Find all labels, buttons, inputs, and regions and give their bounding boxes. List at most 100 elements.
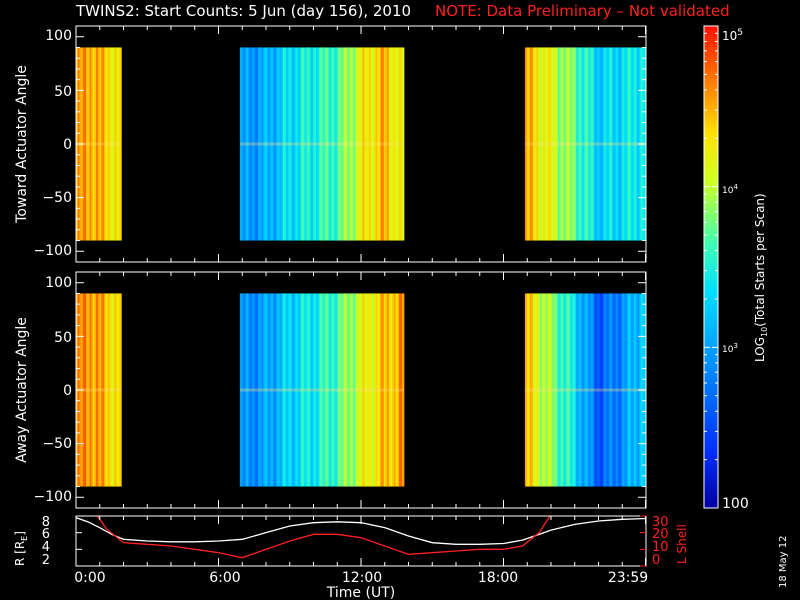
heatmap-column: [244, 47, 248, 241]
heatmap-column: [635, 47, 638, 241]
heatmap-column: [357, 47, 360, 241]
heatmap-column: [248, 47, 251, 241]
heatmap-column: [296, 47, 299, 241]
heatmap-center-band: [524, 388, 646, 392]
xlabel: Time (UT): [326, 585, 395, 600]
heatmap-column: [633, 47, 637, 241]
toward-axis-ticks: [75, 26, 647, 262]
heatmap-column: [256, 293, 259, 487]
heatmap-column: [282, 293, 286, 487]
heatmap-column: [562, 47, 566, 241]
heatmap-column: [251, 47, 254, 241]
heatmap-column: [309, 293, 312, 487]
heatmap-column: [544, 47, 547, 241]
heatmap-column: [632, 47, 635, 241]
heatmap-column: [582, 47, 585, 241]
heatmap-column: [624, 293, 627, 487]
heatmap-column: [400, 47, 403, 241]
heatmap-column: [382, 47, 385, 241]
heatmap-column: [87, 47, 90, 241]
heatmap-column: [258, 293, 261, 487]
heatmap-column: [592, 47, 595, 241]
heatmap-column: [354, 47, 357, 241]
heatmap-column: [251, 293, 254, 487]
orbit-axis-ticks: [75, 515, 647, 567]
heatmap-column: [330, 47, 334, 241]
heatmap-column: [107, 47, 111, 241]
heatmap-column: [335, 47, 339, 241]
heatmap-column: [589, 47, 592, 241]
heatmap-column: [543, 47, 546, 241]
heatmap-column: [297, 293, 301, 487]
toward-ytick-m50: −50: [42, 190, 72, 206]
heatmap-column: [368, 293, 372, 487]
orbit-ylabel-left-sub: E: [20, 536, 29, 541]
heatmap-column: [117, 47, 121, 241]
heatmap-column: [551, 293, 554, 487]
heatmap-column: [524, 47, 528, 241]
heatmap-column: [607, 293, 610, 487]
heatmap-column: [263, 293, 266, 487]
heatmap-column: [274, 47, 277, 241]
heatmap-column: [287, 293, 291, 487]
orbit-ytick-r0: 0: [652, 553, 660, 568]
heatmap-column: [271, 293, 274, 487]
heatmap-column: [536, 293, 539, 487]
orbit-ytick-6: 6: [42, 527, 50, 542]
heatmap-column: [554, 47, 557, 241]
heatmap-column: [600, 47, 604, 241]
heatmap-column: [388, 47, 392, 241]
heatmap-column: [546, 47, 549, 241]
heatmap-column: [392, 293, 395, 487]
heatmap-column: [600, 293, 604, 487]
heatmap-column: [281, 293, 284, 487]
heatmap-column: [324, 293, 327, 487]
heatmap-column: [549, 293, 552, 487]
heatmap-column: [327, 293, 330, 487]
heatmap-column: [112, 293, 116, 487]
heatmap-column: [360, 293, 363, 487]
heatmap-column: [584, 293, 587, 487]
orbit-ytick-r20: 20: [652, 527, 669, 542]
heatmap-column: [579, 47, 582, 241]
heatmap-column: [402, 47, 405, 241]
heatmap-column: [569, 293, 572, 487]
heatmap-column: [339, 293, 342, 487]
heatmap-column: [561, 47, 564, 241]
heatmap-column: [276, 47, 279, 241]
heatmap-column: [630, 293, 633, 487]
heatmap-column: [104, 293, 107, 487]
heatmap-column: [587, 293, 590, 487]
orbit-ytick-8: 8: [42, 515, 50, 530]
heatmap-column: [624, 47, 627, 241]
heatmap-column: [84, 293, 87, 487]
heatmap-column: [304, 47, 307, 241]
heatmap-column: [272, 47, 276, 241]
xtick-0600: 6:00: [209, 570, 240, 586]
heatmap-column: [571, 293, 574, 487]
heatmap-column: [92, 293, 95, 487]
heatmap-column: [576, 293, 579, 487]
heatmap-column: [349, 47, 352, 241]
chart-title: TWINS2: Start Counts: 5 Jun (day 156), 2…: [0, 2, 800, 24]
heatmap-column: [243, 293, 246, 487]
heatmap-column: [594, 47, 597, 241]
heatmap-column: [362, 47, 365, 241]
heatmap-column: [357, 293, 360, 487]
heatmap-column: [263, 47, 266, 241]
heatmap-column: [599, 293, 602, 487]
heatmap-column: [602, 293, 605, 487]
heatmap-column: [329, 293, 332, 487]
heatmap-column: [340, 293, 344, 487]
heatmap-column: [364, 293, 367, 487]
heatmap-column: [378, 293, 382, 487]
heatmap-column: [592, 293, 595, 487]
heatmap-center-band: [239, 142, 404, 146]
heatmap-column: [372, 293, 375, 487]
heatmap-column: [306, 47, 309, 241]
heatmap-column: [350, 47, 354, 241]
heatmap-column: [622, 293, 625, 487]
heatmap-column: [107, 293, 111, 487]
heatmap-column: [359, 293, 362, 487]
heatmap-column: [259, 47, 262, 241]
